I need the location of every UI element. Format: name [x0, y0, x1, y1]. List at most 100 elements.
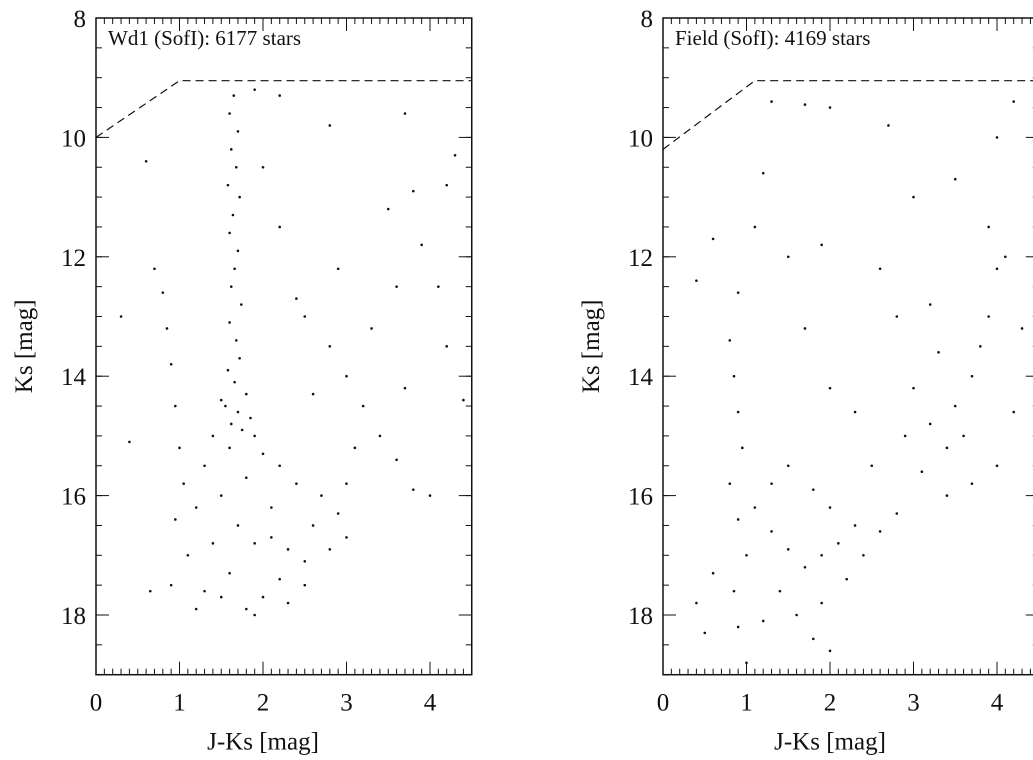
- x-axis-label: J-Ks [mag]: [774, 729, 886, 756]
- star-point: [370, 327, 373, 330]
- star-point: [928, 303, 932, 306]
- star-point: [311, 392, 315, 396]
- star-point: [853, 410, 857, 414]
- star-point: [732, 589, 736, 593]
- star-point: [745, 661, 748, 665]
- star-point: [945, 446, 949, 450]
- star-point: [219, 494, 223, 497]
- star-point: [232, 94, 236, 97]
- y-tick-label: 14: [61, 364, 87, 391]
- star-point: [226, 183, 230, 187]
- x-tick-label: 1: [173, 690, 186, 717]
- star-point: [403, 386, 407, 390]
- star-point: [853, 524, 857, 527]
- star-point: [295, 297, 298, 300]
- star-point: [1020, 327, 1024, 330]
- star-point: [328, 345, 332, 348]
- annotation: Field (SofI): 4169 stars: [675, 26, 870, 50]
- star-point: [803, 327, 807, 330]
- star-point: [1012, 100, 1015, 103]
- star-point: [887, 124, 890, 127]
- star-point: [320, 494, 323, 497]
- y-tick-label: 16: [628, 484, 653, 511]
- star-point: [153, 267, 156, 271]
- star-point: [236, 410, 240, 414]
- star-point: [233, 380, 236, 384]
- star-point: [228, 571, 231, 575]
- star-point: [945, 494, 949, 497]
- star-point: [278, 94, 282, 97]
- star-point: [328, 548, 332, 551]
- star-point: [303, 583, 307, 587]
- y-tick-label: 12: [628, 245, 653, 272]
- star-point: [228, 446, 231, 450]
- star-point: [695, 279, 698, 282]
- star-point: [995, 267, 999, 271]
- star-point: [345, 482, 348, 485]
- star-point: [812, 488, 815, 491]
- star-point: [837, 542, 840, 545]
- y-tick-label: 18: [628, 603, 653, 630]
- star-point: [336, 267, 340, 271]
- star-point: [234, 165, 238, 169]
- star-point: [703, 631, 707, 635]
- star-point: [770, 482, 773, 485]
- star-point: [203, 589, 206, 593]
- star-point: [270, 536, 273, 539]
- star-point: [228, 112, 231, 115]
- x-axis-label: J-Ks [mag]: [207, 729, 319, 756]
- x-tick-label: 3: [340, 690, 353, 717]
- star-point: [462, 398, 465, 402]
- star-point: [845, 577, 848, 581]
- star-point: [862, 554, 865, 557]
- x-tick-label: 4: [991, 690, 1004, 717]
- star-point: [420, 243, 423, 247]
- star-point: [178, 446, 181, 450]
- star-point: [728, 482, 732, 485]
- star-point: [437, 285, 440, 288]
- star-point: [995, 464, 999, 468]
- star-point: [186, 554, 190, 557]
- star-point: [732, 374, 736, 378]
- star-point: [987, 315, 990, 318]
- star-point: [386, 207, 390, 211]
- limit-line: [662, 80, 1033, 150]
- star-point: [345, 536, 348, 539]
- star-point: [987, 225, 990, 229]
- star-point: [928, 422, 932, 426]
- star-point: [238, 356, 241, 360]
- star-point: [234, 339, 238, 342]
- plot-frame: [95, 17, 473, 676]
- star-point: [174, 518, 177, 521]
- star-point: [453, 154, 457, 157]
- star-point: [169, 362, 173, 366]
- star-point: [311, 524, 315, 527]
- star-point: [270, 506, 273, 509]
- star-point: [403, 112, 407, 115]
- star-point: [741, 446, 744, 450]
- star-point: [728, 339, 732, 342]
- star-point: [770, 530, 773, 533]
- star-point: [820, 243, 823, 247]
- star-point: [778, 589, 782, 593]
- star-point: [128, 440, 131, 444]
- x-tick-label: 2: [824, 690, 837, 717]
- star-point: [303, 559, 307, 563]
- star-point: [361, 404, 365, 408]
- star-point: [711, 237, 715, 241]
- y-tick-label: 10: [628, 125, 653, 152]
- star-point: [736, 410, 740, 414]
- star-point: [812, 637, 815, 641]
- star-point: [182, 482, 185, 485]
- star-point: [770, 100, 773, 103]
- plot-frame: [662, 17, 1033, 676]
- x-tick-label: 0: [657, 690, 670, 717]
- star-point: [695, 601, 698, 605]
- star-point: [962, 434, 965, 438]
- star-point: [228, 321, 231, 324]
- annotation: Wd1 (SofI): 6177 stars: [108, 26, 301, 50]
- y-tick-label: 14: [628, 364, 654, 391]
- star-point: [245, 476, 248, 479]
- star-point: [245, 607, 248, 611]
- star-point: [328, 124, 332, 127]
